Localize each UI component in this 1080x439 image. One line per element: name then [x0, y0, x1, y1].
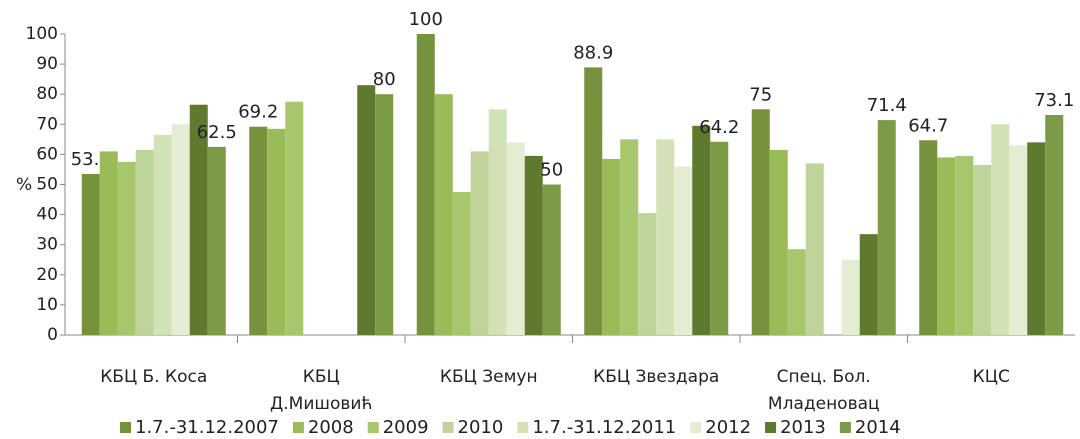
- legend-swatch: [120, 422, 131, 433]
- bar: [171, 124, 190, 335]
- legend-label: 1.7.-31.12.2011: [532, 417, 676, 438]
- bar: [434, 94, 453, 335]
- bar: [710, 141, 729, 335]
- bar: [81, 173, 100, 335]
- data-label: 88.9: [573, 42, 613, 63]
- bar: [638, 213, 657, 335]
- bar: [117, 161, 136, 335]
- bar: [267, 128, 286, 335]
- data-label: 100: [409, 9, 443, 30]
- bar: [769, 149, 788, 335]
- bar: [99, 151, 118, 335]
- bar: [937, 157, 956, 335]
- legend-swatch: [292, 422, 304, 433]
- legend-label: 2010: [458, 417, 504, 438]
- legend-swatch: [765, 422, 777, 433]
- bar: [859, 234, 878, 335]
- bar: [285, 101, 304, 335]
- bar: [542, 184, 561, 335]
- bar: [991, 124, 1010, 335]
- data-label: 75: [749, 84, 772, 105]
- y-tick-label: 20: [36, 265, 58, 285]
- y-tick-label: 80: [36, 84, 58, 104]
- bar: [805, 163, 824, 335]
- y-tick-label: 10: [36, 295, 58, 315]
- legend-label: 2009: [383, 417, 429, 438]
- x-tick-label: КБЦ Земун: [440, 367, 538, 387]
- y-axis-label: %: [16, 175, 32, 195]
- bar: [488, 109, 507, 335]
- legend-swatch: [839, 422, 851, 433]
- bar: [357, 85, 376, 335]
- bar: [452, 192, 471, 335]
- y-tick-label: 100: [26, 24, 58, 44]
- bar: [955, 155, 974, 335]
- bar: [1027, 142, 1046, 335]
- bar: [249, 126, 268, 335]
- bar: [841, 259, 860, 335]
- data-label: 64.2: [699, 117, 739, 138]
- bar: [919, 140, 938, 335]
- legend-label: 2008: [308, 417, 354, 438]
- bar: [524, 155, 543, 335]
- legend-swatch: [367, 422, 379, 433]
- bar: [620, 139, 639, 335]
- x-tick-label: КБЦ Д.Мишовић: [270, 367, 373, 414]
- bar: [787, 249, 806, 335]
- legend-label: 2013: [780, 417, 826, 438]
- bar: [584, 67, 603, 335]
- y-tick-label: 70: [36, 114, 58, 134]
- x-tick-label: КБЦ Б. Коса: [100, 367, 207, 387]
- legend-label: 2014: [855, 417, 901, 438]
- y-tick-label: 90: [36, 54, 58, 74]
- bar: [1045, 114, 1064, 336]
- data-label: 69.2: [238, 102, 278, 123]
- x-tick-label: КБЦ Звездара: [593, 367, 719, 387]
- legend-label: 2012: [705, 417, 751, 438]
- legend-swatch: [517, 422, 529, 433]
- bar: [189, 104, 208, 335]
- y-tick-label: 40: [36, 205, 58, 225]
- bar: [470, 151, 489, 335]
- data-label: 50: [540, 160, 563, 181]
- data-label: 80: [373, 69, 396, 90]
- bar: [674, 166, 693, 335]
- bar: [1009, 145, 1028, 335]
- bar: [656, 139, 675, 335]
- y-tick-label: 0: [47, 325, 58, 345]
- bar: [207, 146, 226, 335]
- legend-swatch: [442, 422, 454, 433]
- bar: [692, 125, 711, 336]
- y-tick-label: 30: [36, 235, 58, 255]
- bar: [751, 109, 770, 335]
- data-label: 71.4: [867, 95, 907, 116]
- bar: [506, 142, 525, 335]
- x-tick-label: КЦС: [973, 367, 1010, 387]
- bar: [135, 149, 154, 335]
- legend-swatch: [690, 422, 702, 433]
- x-tick-label: Спец. Бол. Младеновац: [768, 367, 880, 414]
- data-label: 62.5: [197, 122, 237, 143]
- bar: [973, 164, 992, 335]
- data-label: 73.1: [1034, 90, 1074, 111]
- y-tick-label: 50: [36, 175, 58, 195]
- data-label: 64.7: [908, 115, 948, 136]
- legend-label: 1.7.-31.12.2007: [135, 417, 279, 438]
- y-tick-label: 60: [36, 144, 58, 164]
- bar: [375, 94, 394, 335]
- bar: [877, 120, 896, 335]
- bar: [416, 34, 435, 335]
- bar: [153, 134, 172, 335]
- bar: [602, 158, 621, 335]
